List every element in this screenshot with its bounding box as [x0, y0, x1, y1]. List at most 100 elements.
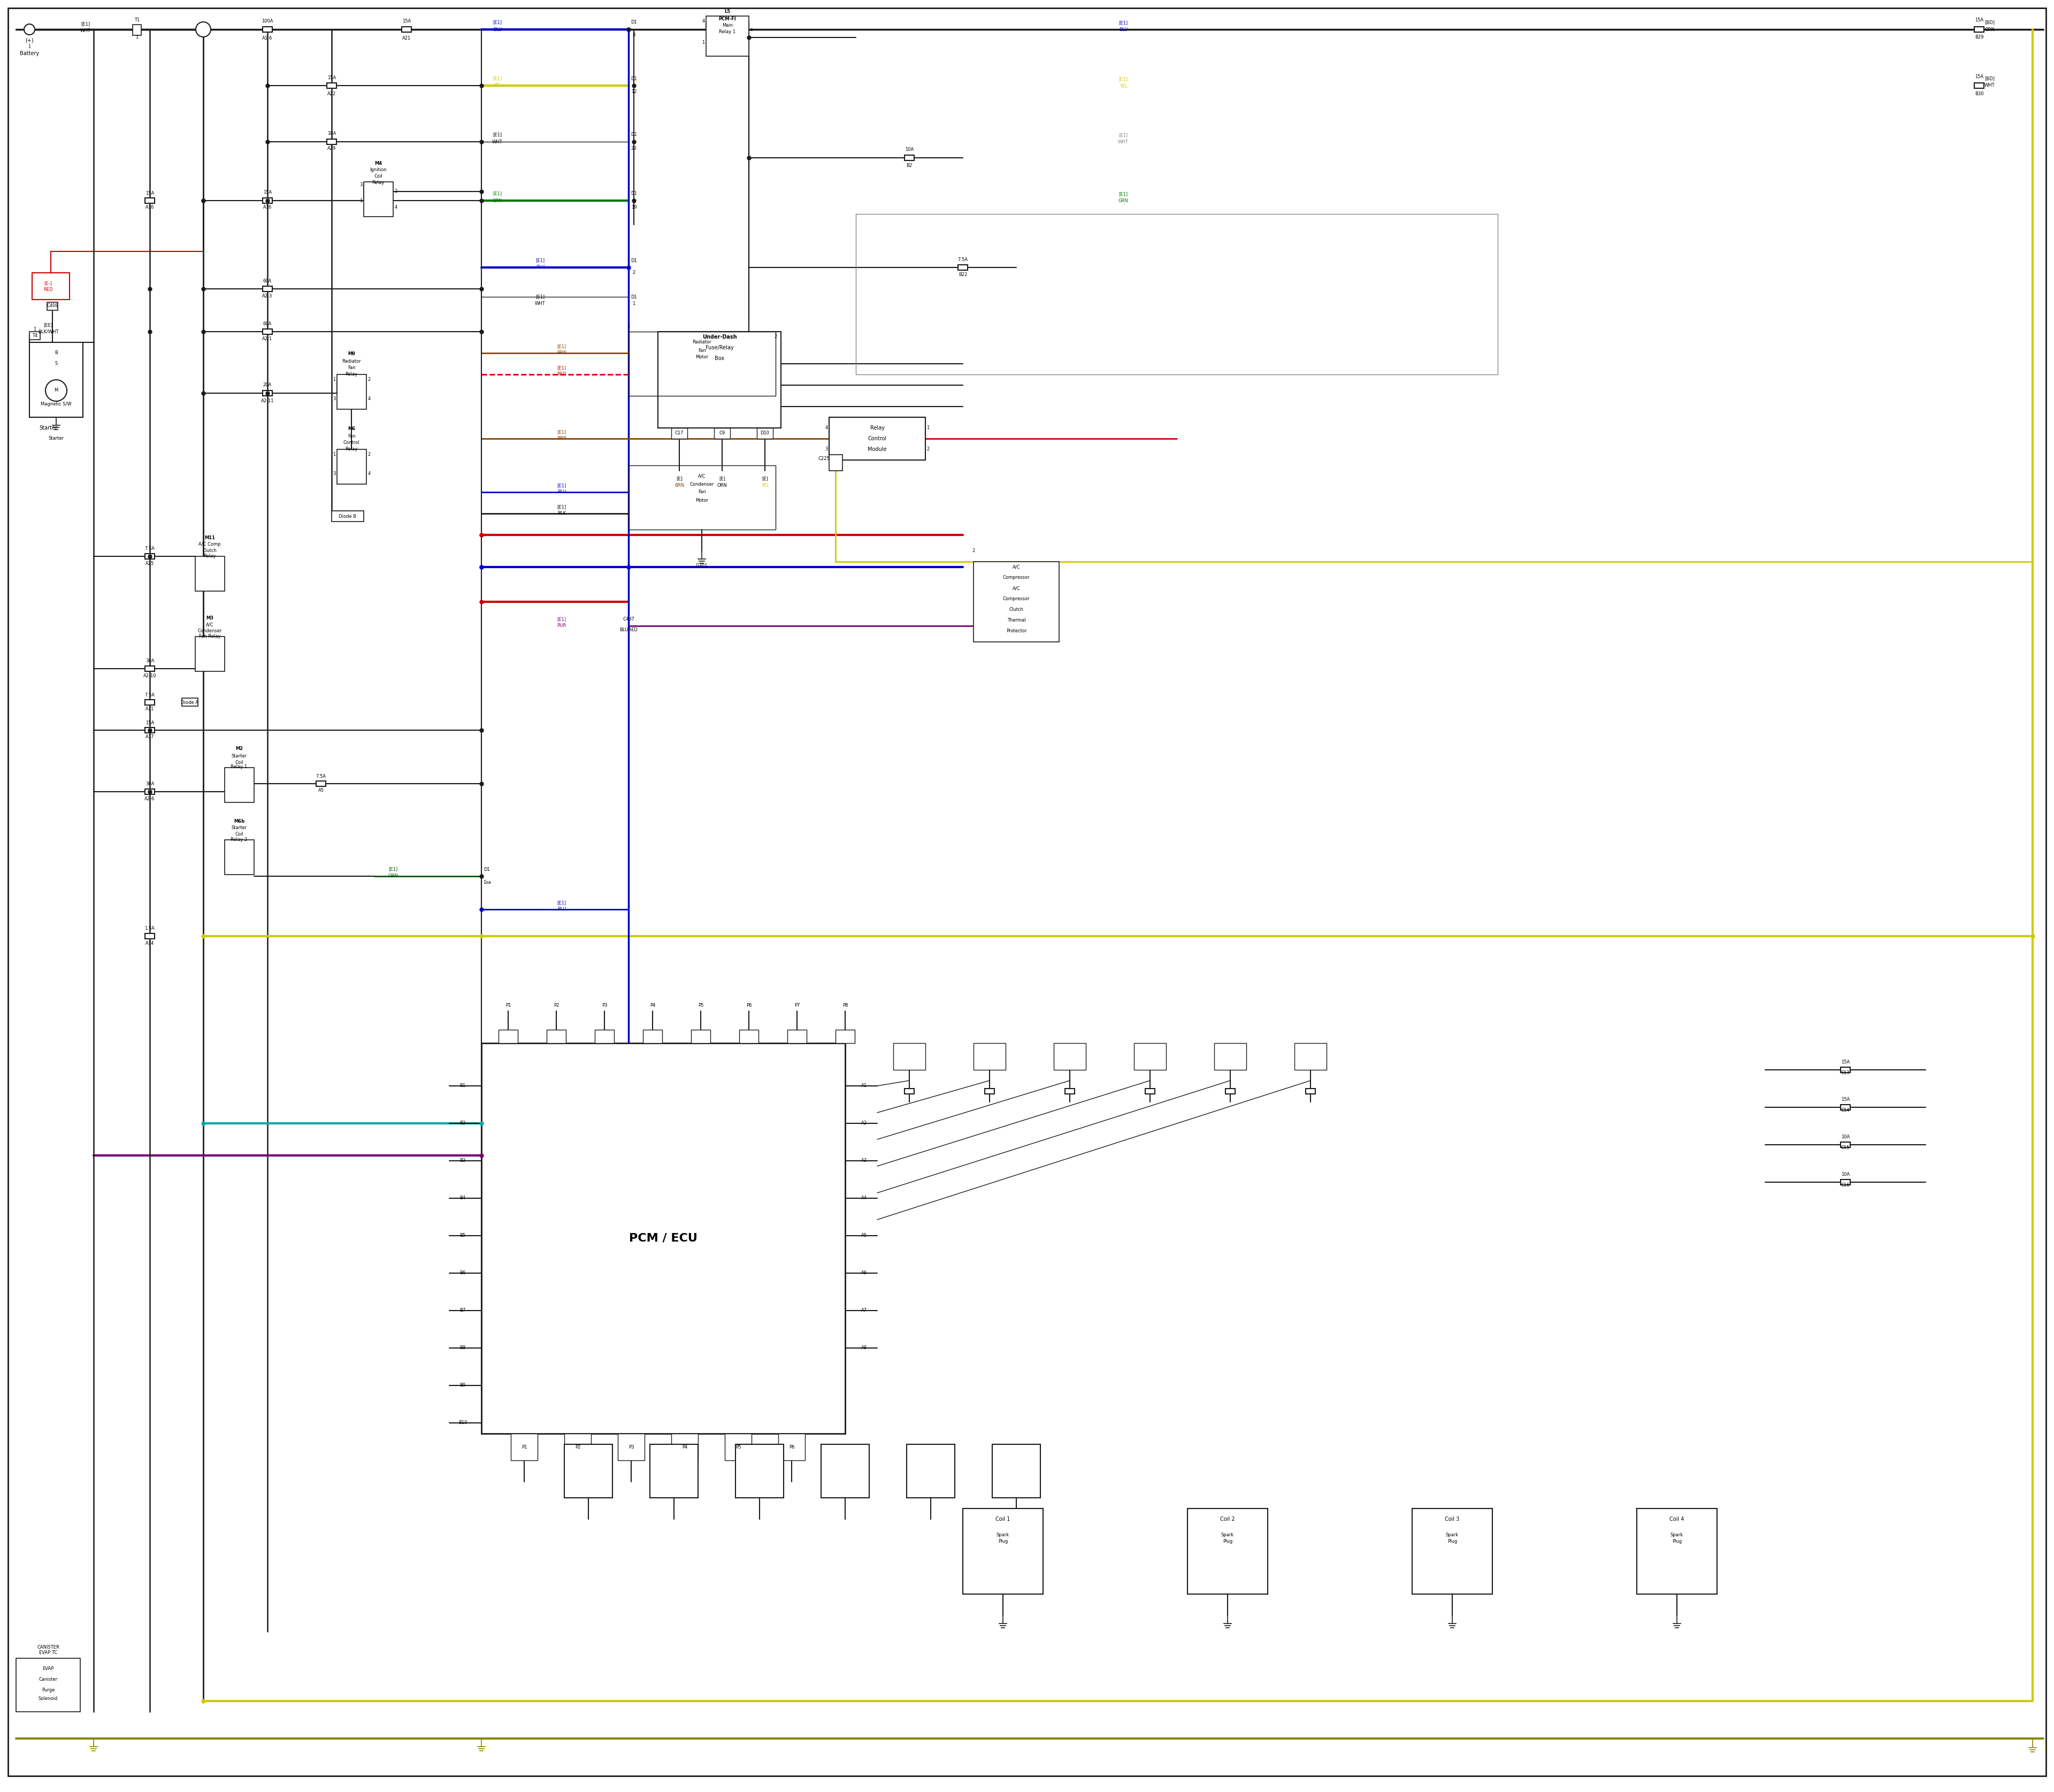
Text: Fuse/Relay: Fuse/Relay: [705, 346, 733, 351]
Text: Plug: Plug: [998, 1539, 1009, 1545]
Text: 2: 2: [368, 452, 370, 457]
Text: A8: A8: [861, 1346, 867, 1351]
Text: 2: 2: [394, 190, 396, 194]
Bar: [778, 1434, 805, 1460]
Bar: [1064, 1088, 1074, 1093]
Text: B2: B2: [906, 163, 912, 168]
Text: Ignition: Ignition: [370, 168, 386, 172]
Text: Spark: Spark: [996, 1532, 1009, 1538]
Text: 2: 2: [972, 548, 976, 554]
Text: Coil: Coil: [234, 831, 242, 837]
Bar: [134, 25, 142, 36]
Bar: [33, 272, 70, 299]
Text: A5: A5: [318, 788, 325, 794]
Text: 1: 1: [633, 301, 635, 306]
Text: [BD]: [BD]: [1984, 20, 1994, 25]
Bar: [629, 466, 776, 530]
Text: B30: B30: [1974, 91, 1984, 97]
Text: 3: 3: [359, 183, 362, 186]
Text: BLK: BLK: [557, 511, 567, 516]
Text: A16: A16: [146, 204, 154, 210]
Text: B5: B5: [460, 1233, 466, 1238]
Text: 4: 4: [368, 471, 370, 477]
Text: [E1]: [E1]: [493, 133, 501, 138]
Bar: [337, 450, 366, 484]
Text: A16: A16: [263, 204, 271, 210]
Text: RED: RED: [557, 373, 567, 376]
Bar: [1306, 1088, 1315, 1093]
Text: Coil 3: Coil 3: [1444, 1516, 1460, 1521]
Text: [BD]: [BD]: [1984, 77, 1994, 81]
Bar: [1054, 1043, 1087, 1070]
Text: Compressor: Compressor: [1002, 575, 1029, 581]
Text: 30A: 30A: [146, 781, 154, 787]
Bar: [1226, 1088, 1234, 1093]
Text: A2-6: A2-6: [144, 796, 154, 801]
Text: Spark: Spark: [1446, 1532, 1458, 1538]
Text: B29: B29: [1974, 36, 1984, 39]
Text: WHT: WHT: [1117, 140, 1128, 145]
Bar: [263, 197, 273, 202]
Bar: [822, 1444, 869, 1498]
Text: A21: A21: [403, 36, 411, 41]
Text: [E1]: [E1]: [1119, 133, 1128, 138]
Text: A2: A2: [861, 1122, 867, 1125]
Text: D1: D1: [631, 294, 637, 299]
Text: P4: P4: [649, 1004, 655, 1009]
Text: [E1]: [E1]: [80, 22, 90, 27]
Bar: [565, 1434, 592, 1460]
Text: Box: Box: [715, 357, 725, 360]
Bar: [403, 27, 411, 32]
Text: P6: P6: [789, 1444, 795, 1450]
Text: P5: P5: [735, 1444, 741, 1450]
Bar: [263, 287, 273, 292]
Text: A17: A17: [146, 735, 154, 740]
Text: A1: A1: [861, 1084, 867, 1088]
Text: Diode B: Diode B: [339, 514, 357, 518]
Text: PCM-FI: PCM-FI: [719, 16, 735, 22]
Text: Relay: Relay: [345, 371, 357, 376]
Text: 3: 3: [333, 471, 335, 477]
Text: Fan: Fan: [698, 348, 707, 353]
Text: D1: D1: [631, 20, 637, 25]
Text: 20A: 20A: [263, 383, 271, 387]
Bar: [690, 1030, 711, 1043]
Bar: [195, 556, 224, 591]
Text: B: B: [55, 351, 58, 355]
Bar: [739, 1030, 758, 1043]
Text: Control: Control: [343, 441, 359, 444]
Text: Relay 1: Relay 1: [719, 30, 735, 34]
Text: 2: 2: [368, 378, 370, 382]
Text: C9: C9: [719, 430, 725, 435]
Text: 2: 2: [926, 446, 930, 452]
Bar: [756, 428, 772, 439]
Text: B7: B7: [460, 1308, 466, 1314]
Bar: [992, 1444, 1041, 1498]
Text: M6: M6: [347, 426, 355, 432]
Bar: [146, 667, 154, 672]
Bar: [984, 1088, 994, 1093]
Text: Starter: Starter: [232, 753, 246, 758]
Text: P1: P1: [522, 1444, 528, 1450]
Text: [E]: [E]: [719, 477, 725, 482]
Text: M6b: M6b: [234, 819, 244, 824]
Text: WHT: WHT: [1984, 82, 1994, 88]
Text: A1-6: A1-6: [263, 36, 273, 41]
Bar: [893, 1043, 926, 1070]
Text: P2: P2: [553, 1004, 559, 1009]
Text: B1: B1: [460, 1084, 466, 1088]
Text: [E1]: [E1]: [557, 505, 567, 509]
Text: Condenser: Condenser: [690, 482, 715, 486]
Text: D1: D1: [631, 133, 637, 138]
Bar: [16, 1658, 80, 1711]
Text: P7: P7: [795, 1004, 799, 1009]
Text: CANISTER: CANISTER: [37, 1645, 60, 1650]
Bar: [29, 342, 82, 418]
Bar: [364, 181, 392, 217]
Bar: [974, 1043, 1006, 1070]
Bar: [618, 1434, 645, 1460]
Text: D1: D1: [483, 867, 491, 871]
Text: B4: B4: [460, 1195, 466, 1201]
Bar: [1840, 1142, 1851, 1147]
Text: GRN: GRN: [388, 874, 398, 878]
